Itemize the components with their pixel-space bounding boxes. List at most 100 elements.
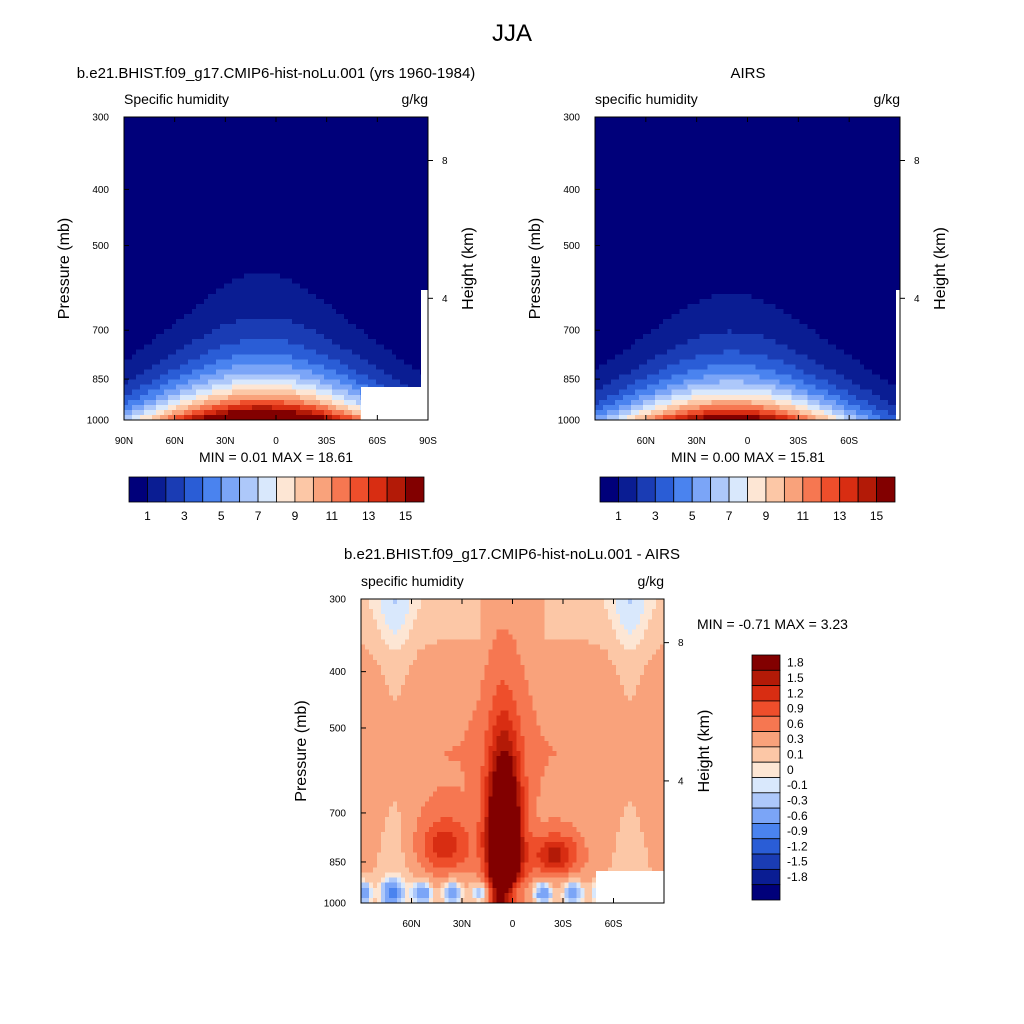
colorbar-label: 15 — [399, 509, 413, 523]
colorbar-box — [751, 746, 781, 763]
x-tick-label: 30S — [789, 436, 807, 447]
right-string: g/kg — [874, 91, 900, 107]
colorbar-box — [331, 476, 351, 503]
colorbar-label: 15 — [870, 509, 884, 523]
colorbar-box — [876, 476, 896, 503]
colorbar-label: 7 — [255, 509, 262, 523]
colorbar-label: -0.9 — [787, 824, 808, 838]
colorbar-box — [673, 476, 693, 503]
left-string: specific humidity — [361, 573, 464, 589]
y-axis-label: Pressure (mb) — [56, 218, 73, 319]
colorbar-label: 11 — [326, 509, 339, 523]
panel-title: AIRS — [730, 65, 765, 82]
y-tick-label: 700 — [563, 326, 580, 337]
colorbar: 1.81.51.20.90.60.30.10-0.1-0.3-0.6-0.9-1… — [751, 654, 808, 901]
y-axis-label: Pressure (mb) — [293, 700, 310, 801]
panel-1: b.e21.BHIST.f09_g17.CMIP6-hist-noLu.001 … — [56, 65, 477, 523]
colorbar-box — [751, 731, 781, 748]
colorbar-label: 1 — [144, 509, 151, 523]
y2-tick-label: 8 — [678, 638, 684, 649]
x-tick-label: 60N — [637, 436, 655, 447]
colorbar-box — [857, 476, 877, 503]
colorbar-label: 3 — [652, 509, 659, 523]
x-tick-label: 60S — [840, 436, 858, 447]
colorbar-box — [751, 853, 781, 870]
colorbar-box — [751, 807, 781, 824]
y2-tick-label: 8 — [914, 156, 920, 167]
colorbar-label: -1.5 — [787, 855, 808, 869]
x-tick-label: 30N — [453, 919, 471, 930]
colorbar-box — [276, 476, 296, 503]
colorbar-label: 13 — [362, 509, 376, 523]
y-tick-label: 1000 — [558, 416, 581, 427]
x-tick-label: 90N — [115, 436, 133, 447]
colorbar-label: 0.9 — [787, 702, 804, 716]
colorbar-box — [751, 669, 781, 687]
missing-data-mask — [896, 290, 900, 420]
panel-3: b.e21.BHIST.f09_g17.CMIP6-hist-noLu.001 … — [293, 546, 848, 930]
colorbar-box — [405, 476, 425, 503]
colorbar-label: -0.3 — [787, 793, 808, 807]
y2-tick-label: 8 — [442, 156, 448, 167]
min-max-stats: MIN = 0.00 MAX = 15.81 — [671, 449, 825, 465]
x-tick-label: 30S — [554, 919, 572, 930]
y2-tick-label: 4 — [442, 294, 448, 305]
panel-title: b.e21.BHIST.f09_g17.CMIP6-hist-noLu.001 … — [77, 65, 476, 82]
colorbar-label: 1.5 — [787, 671, 804, 685]
x-tick-label: 60S — [605, 919, 623, 930]
y-tick-label: 400 — [329, 667, 346, 678]
y-tick-label: 300 — [563, 113, 580, 124]
colorbar-box — [257, 476, 277, 503]
contour-field — [595, 117, 901, 421]
colorbar-box — [220, 476, 241, 503]
colorbar-box — [747, 476, 767, 503]
colorbar-label: 5 — [689, 509, 696, 523]
y-tick-label: 850 — [563, 375, 580, 386]
colorbar-box — [751, 654, 781, 671]
left-string: specific humidity — [595, 91, 698, 107]
panel-title: b.e21.BHIST.f09_g17.CMIP6-hist-noLu.001 … — [344, 546, 680, 563]
colorbar-label: 0.3 — [787, 732, 804, 746]
y-tick-label: 850 — [92, 375, 109, 386]
colorbar-label: -0.6 — [787, 809, 808, 823]
colorbar-label: 13 — [833, 509, 847, 523]
colorbar-box — [710, 476, 730, 503]
y2-axis-label: Height (km) — [460, 227, 477, 310]
colorbar-label: 9 — [763, 509, 770, 523]
colorbar-box — [386, 476, 406, 503]
colorbar-box — [765, 476, 785, 503]
colorbar-box — [165, 476, 185, 503]
colorbar-box — [751, 823, 781, 840]
min-max-stats: MIN = -0.71 MAX = 3.23 — [697, 616, 848, 632]
colorbar-box — [751, 700, 781, 717]
y-tick-label: 700 — [92, 326, 109, 337]
y2-tick-label: 4 — [914, 294, 920, 305]
y-tick-label: 300 — [329, 595, 346, 606]
x-tick-label: 60N — [402, 919, 420, 930]
colorbar-box — [636, 476, 656, 503]
colorbar-box — [751, 884, 781, 901]
y2-axis-label: Height (km) — [932, 227, 949, 310]
colorbar-label: 0 — [787, 763, 794, 777]
colorbar-label: 1.8 — [787, 656, 804, 670]
x-tick-label: 90S — [419, 436, 437, 447]
colorbar-label: 9 — [292, 509, 299, 523]
colorbar-box — [368, 476, 388, 503]
colorbar-box — [183, 476, 204, 503]
colorbar-box — [147, 476, 167, 503]
colorbar-label: 0.6 — [787, 717, 804, 731]
colorbar-box — [349, 476, 370, 503]
colorbar-label: 11 — [797, 509, 810, 523]
colorbar-box — [239, 476, 259, 503]
colorbar: 1 3 5 7 9 11 13 15 — [599, 476, 896, 523]
colorbar-box — [820, 476, 841, 503]
left-string: Specific humidity — [124, 91, 229, 107]
y-tick-label: 500 — [563, 241, 580, 252]
x-tick-label: 0 — [745, 436, 751, 447]
y-tick-label: 500 — [92, 241, 109, 252]
colorbar: 1 3 5 7 9 11 13 15 — [128, 476, 425, 523]
y-tick-label: 400 — [563, 185, 580, 196]
y-tick-label: 850 — [329, 857, 346, 868]
